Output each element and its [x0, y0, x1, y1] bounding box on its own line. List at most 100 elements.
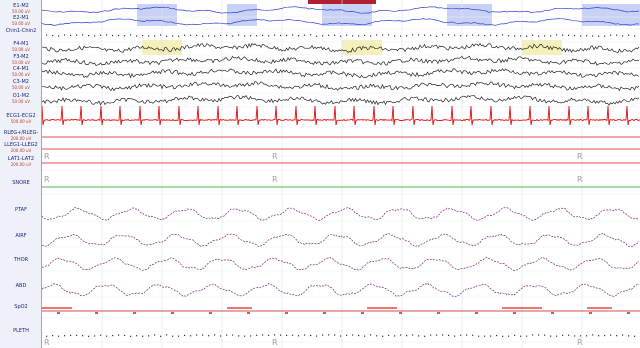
signal-dot — [250, 335, 252, 337]
signal-dot — [100, 34, 102, 36]
channel-label-rleg[interactable]: RLEG+/RLEG- 200.00 uV — [0, 131, 42, 142]
signal-dot — [202, 334, 204, 336]
signal-dot — [634, 35, 636, 37]
signal-dot — [604, 334, 606, 337]
signal-dot — [256, 35, 258, 37]
signal-dot — [574, 335, 576, 337]
signal-dot — [370, 334, 372, 336]
signal-dot — [634, 335, 636, 337]
channel-label-c3[interactable]: C3-M2 50.00 uV — [0, 80, 42, 91]
waveform-area[interactable]: R R R R R R R R R — [42, 0, 640, 348]
signal-dot — [592, 334, 594, 336]
channel-label-pleth[interactable]: PLETH — [0, 329, 42, 334]
signal-dot — [460, 35, 462, 37]
channel-label-spo2[interactable]: SpO2 — [0, 305, 42, 310]
signal-dot — [382, 34, 384, 36]
channel-name: ABD — [15, 283, 27, 289]
signal-dot — [448, 334, 450, 336]
signal-dot — [568, 334, 570, 336]
channel-label-f3[interactable]: F3-M2 50.00 uV — [0, 54, 42, 66]
channel-sensitivity: 50.00 uV — [12, 85, 30, 90]
spo2-tick — [57, 312, 60, 314]
signal-dot — [52, 334, 54, 337]
r-marker: R — [577, 338, 583, 347]
signal-dot — [46, 335, 48, 337]
waveform-f3 — [42, 55, 640, 67]
signal-dot — [292, 34, 294, 36]
eeg-highlight-region — [342, 40, 382, 55]
signal-dot — [526, 335, 528, 337]
signal-dot — [412, 334, 414, 336]
channel-label-lleg[interactable]: LLEG1-LLEG2 200.00 uV — [0, 143, 42, 154]
channel-sensitivity: 50.00 uV — [12, 60, 30, 65]
signal-dot — [268, 334, 270, 336]
signal-dot — [244, 335, 246, 337]
channel-name: AIRF — [15, 233, 27, 239]
signal-dot — [622, 334, 624, 336]
signal-dot — [592, 35, 594, 37]
signal-dot — [430, 334, 432, 336]
channel-name: F3-M2 — [13, 54, 29, 60]
signal-dot — [160, 34, 162, 36]
waveform-ecg — [42, 105, 640, 126]
signal-dot — [148, 35, 150, 37]
signal-dot — [628, 335, 630, 337]
channel-label-o1[interactable]: O1-M2 50.00 uV — [0, 94, 42, 105]
signal-dot — [550, 35, 552, 37]
signal-dot — [130, 34, 132, 36]
signal-dot — [208, 335, 210, 337]
signal-dot — [412, 34, 414, 36]
signal-dot — [118, 34, 120, 37]
spo2-tick — [513, 312, 516, 314]
signal-dot — [472, 34, 474, 36]
signal-dot — [466, 35, 468, 37]
spo2-tick — [475, 312, 478, 314]
signal-dot — [304, 34, 306, 36]
channel-label-chin[interactable]: Chin1-Chin2 — [0, 29, 42, 34]
channel-label-thor[interactable]: THOR — [0, 258, 42, 263]
channel-label-c4[interactable]: C4-M1 50.00 uV — [0, 67, 42, 78]
signal-dot — [316, 335, 318, 337]
signal-dot — [166, 35, 168, 37]
signal-dot — [52, 34, 54, 37]
signal-dot — [544, 35, 546, 37]
signal-dot — [256, 334, 258, 336]
channel-label-e2[interactable]: E2-M1 50.00 uV — [0, 16, 42, 27]
r-marker: R — [577, 175, 583, 184]
channel-sensitivity: 200.00 uV — [10, 136, 32, 141]
signal-dot — [220, 335, 222, 337]
signal-dot — [304, 334, 306, 336]
channel-label-f4[interactable]: F4-M1 50.00 uV — [0, 42, 42, 53]
signal-dot — [64, 34, 66, 36]
signal-dot — [178, 335, 180, 337]
spo2-tick — [399, 312, 402, 314]
signal-dot — [106, 335, 108, 337]
signal-dot — [322, 35, 324, 37]
channel-label-snore[interactable]: SNORE — [0, 181, 42, 186]
signal-dot — [352, 35, 354, 37]
channel-label-panel: E1-M2 50.00 uV E2-M1 50.00 uV Chin1-Chin2 F4-… — [0, 0, 42, 348]
spo2-tick — [437, 312, 440, 314]
eeg-highlight-region — [522, 40, 562, 55]
signal-dot — [286, 334, 288, 336]
signal-dot — [364, 34, 366, 37]
signal-dot — [346, 334, 348, 336]
signal-dot — [64, 335, 66, 337]
signal-dot — [148, 335, 150, 337]
signal-dot — [82, 34, 84, 36]
channel-label-ecg[interactable]: ECG1-ECG2 500.00 uV — [0, 114, 42, 125]
channel-label-abd[interactable]: ABD — [0, 284, 42, 289]
signal-dot — [310, 34, 312, 36]
signal-dot — [76, 334, 78, 336]
channel-label-lat[interactable]: LAT1-LAT2 200.00 uV — [0, 157, 42, 168]
channel-label-e1[interactable]: E1-M2 50.00 uV — [0, 4, 42, 15]
signal-dot — [340, 35, 342, 37]
signal-dot — [100, 334, 102, 336]
signal-dot — [298, 335, 300, 337]
signal-dot — [184, 34, 186, 36]
signal-dot — [58, 335, 60, 337]
signal-dot — [526, 35, 528, 37]
channel-label-ptaf[interactable]: PTAF — [0, 208, 42, 213]
channel-label-airf[interactable]: AIRF — [0, 234, 42, 239]
signal-dot — [274, 334, 276, 336]
